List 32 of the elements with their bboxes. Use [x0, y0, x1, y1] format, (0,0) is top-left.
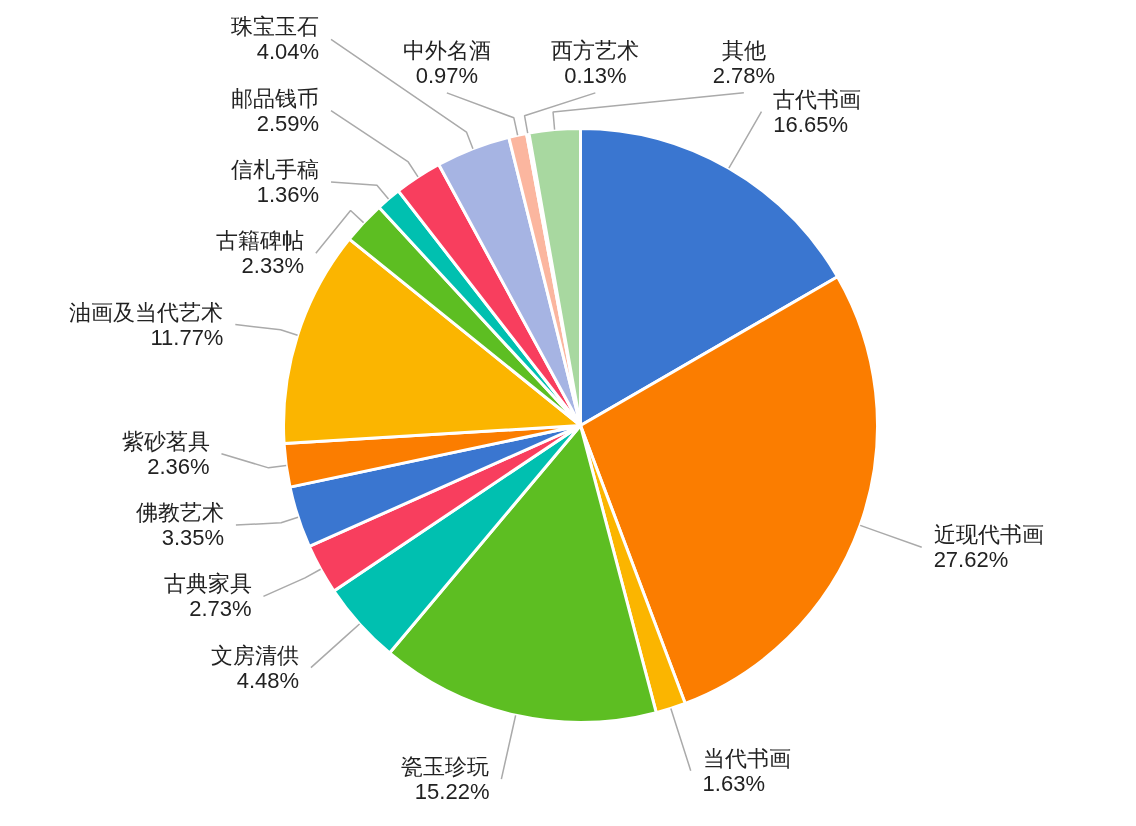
- slice-label: 紫砂茗具: [121, 428, 210, 454]
- slice-label: 西方艺术: [551, 38, 640, 64]
- data-label: 16.65%: [773, 111, 848, 137]
- data-label: 0.97%: [415, 63, 479, 89]
- slice-label: 中外名酒: [402, 38, 491, 64]
- data-label: 1.63%: [702, 770, 765, 796]
- slice-label: 古籍碑帖: [215, 228, 304, 254]
- data-label: 4.04%: [256, 39, 320, 65]
- data-label: 27.62%: [933, 547, 1009, 573]
- data-label: 1.36%: [256, 181, 320, 207]
- slice-label: 邮品钱币: [231, 85, 320, 111]
- data-label: 3.35%: [161, 525, 225, 551]
- slice-label: 近现代书画: [933, 522, 1044, 548]
- data-label: 2.33%: [241, 253, 304, 279]
- slice-label: 文房清供: [211, 642, 300, 668]
- data-label: 0.13%: [564, 63, 627, 89]
- slice-label: 珠宝玉石: [231, 14, 320, 40]
- slice-label: 瓷玉珍玩: [401, 754, 490, 780]
- data-label: 15.22%: [414, 779, 490, 805]
- slice-label: 信札手稿: [231, 156, 320, 182]
- data-label: 2.59%: [256, 110, 320, 136]
- slice-label: 古代书画: [773, 86, 862, 112]
- slice-label: 油画及当代艺术: [69, 299, 224, 325]
- slice-label: 古典家具: [163, 571, 252, 597]
- data-label: 4.48%: [236, 667, 300, 693]
- data-label: 11.77%: [150, 324, 224, 350]
- data-label: 2.73%: [189, 596, 252, 622]
- data-label: 2.78%: [712, 63, 776, 89]
- slice-label: 当代书画: [702, 745, 791, 771]
- data-label: 2.36%: [147, 453, 210, 479]
- slice-label: 佛教艺术: [136, 500, 225, 526]
- slice-label: 其他: [721, 38, 766, 64]
